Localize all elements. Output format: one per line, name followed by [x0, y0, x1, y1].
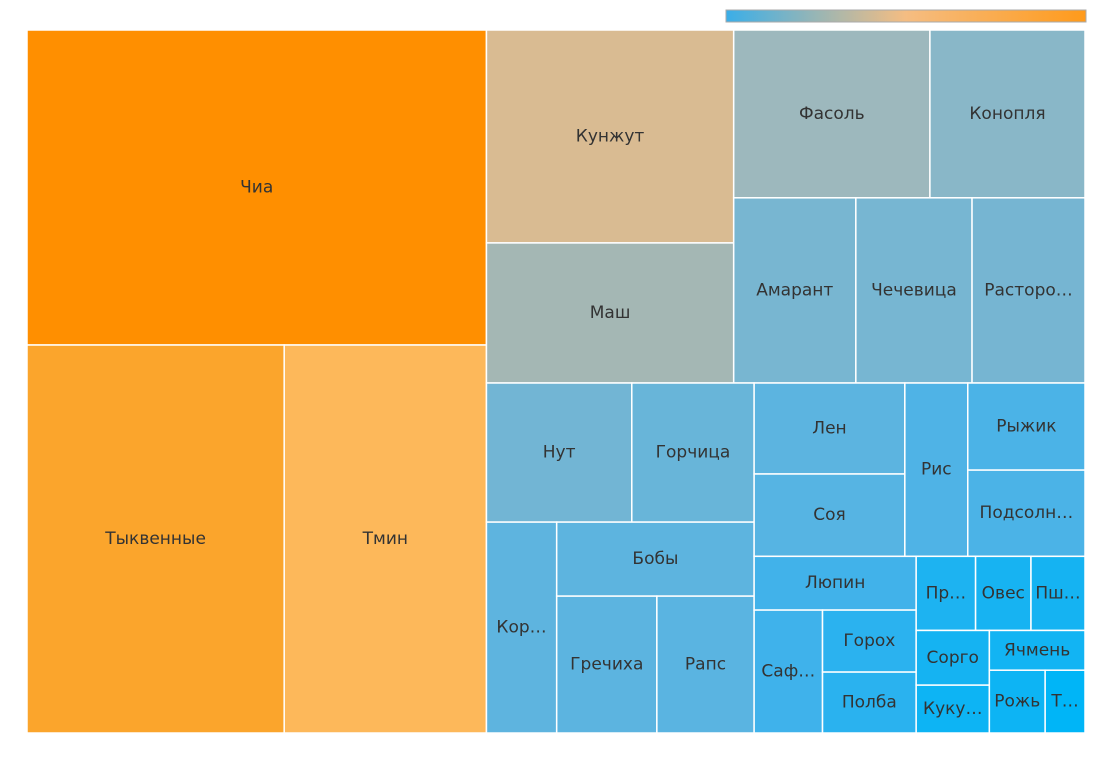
cell-label: Горчица — [656, 443, 731, 463]
treemap-cell — [485, 521, 558, 734]
treemap-cell — [988, 629, 1086, 671]
cell-label: Рапс — [685, 655, 726, 675]
cell-label: Лен — [812, 418, 846, 438]
cell-label: Люпин — [805, 573, 865, 593]
treemap-cell — [555, 521, 755, 597]
cell-label: Конопля — [969, 104, 1045, 124]
treemap-cell — [753, 473, 906, 558]
cell-label: Пш… — [1035, 583, 1080, 603]
cell-label: Чиа — [240, 178, 273, 198]
cell-label: Сорго — [927, 648, 979, 668]
cell-label: Т… — [1050, 692, 1078, 712]
treemap-cell — [485, 29, 735, 244]
treemap-cell — [656, 595, 755, 734]
cell-label: Ячмень — [1004, 640, 1070, 660]
treemap-cell — [26, 344, 285, 734]
treemap-cell — [732, 29, 931, 199]
cell-label: Нут — [543, 443, 576, 463]
cell-label: Саф… — [761, 662, 815, 682]
cell-label: Соя — [813, 505, 846, 525]
cell-label: Бобы — [632, 549, 678, 569]
color-scale — [725, 9, 1087, 23]
cell-label: Тмин — [362, 529, 408, 549]
treemap-cell — [283, 344, 488, 734]
treemap-cell — [967, 382, 1086, 471]
cell-label: Рыжик — [996, 417, 1056, 437]
cell-label: Гречиха — [570, 655, 643, 675]
cell-label: Рожь — [994, 692, 1040, 712]
cell-label: Тыквенные — [104, 529, 206, 549]
treemap-cell — [971, 197, 1086, 384]
cell-label: Маш — [590, 303, 631, 323]
treemap-cell — [485, 242, 735, 384]
cell-label: Чечевица — [871, 280, 957, 300]
cell-label: Расторо… — [984, 280, 1073, 300]
treemap-cell — [753, 555, 917, 611]
cell-label: Горох — [843, 631, 895, 651]
treemap-cell — [753, 609, 824, 734]
treemap-cell — [904, 382, 969, 558]
cell-label: Амарант — [756, 280, 833, 300]
treemap-cell — [1030, 555, 1086, 632]
treemap-cell — [1044, 669, 1086, 734]
cell-label: Овес — [982, 583, 1025, 603]
cell-label: Подсолн… — [980, 503, 1074, 523]
treemap-cell — [753, 382, 906, 475]
treemap-cell — [26, 29, 488, 346]
cell-label: Кунжут — [576, 126, 645, 146]
treemap-cell — [631, 382, 755, 523]
treemap-cell — [821, 671, 917, 734]
treemap-cell — [967, 469, 1086, 558]
cell-label: Пр… — [926, 583, 967, 603]
treemap-cell — [732, 197, 857, 384]
cell-label: Полба — [842, 693, 897, 713]
cell-label: Кор… — [496, 618, 546, 638]
treemap-cell — [915, 629, 991, 686]
cell-label: Рис — [921, 460, 952, 480]
cell-label: Фасоль — [799, 104, 865, 124]
cell-label: Куку… — [923, 699, 982, 719]
treemap-cell — [974, 555, 1032, 632]
